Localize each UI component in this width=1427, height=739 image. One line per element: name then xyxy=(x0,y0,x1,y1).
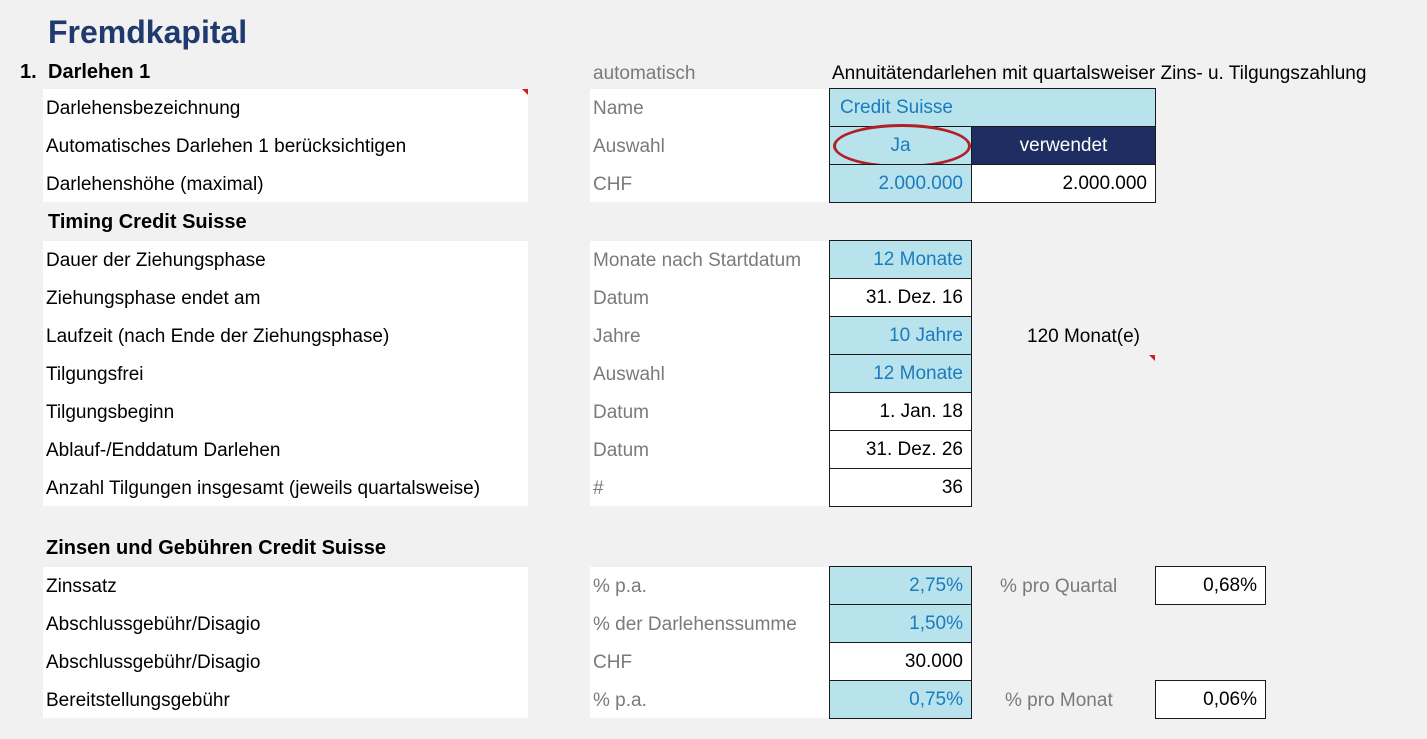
row-label: Bereitstellungsgebühr xyxy=(46,690,230,711)
row-unit: % der Darlehenssumme xyxy=(593,614,797,635)
label-band-fees xyxy=(43,567,528,718)
row-label: Abschlussgebühr/Disagio xyxy=(46,614,261,635)
closing-fee-amount: 30.000 xyxy=(829,642,972,681)
row-label: Darlehensbezeichnung xyxy=(46,98,241,119)
row-unit: CHF xyxy=(593,652,633,673)
quarterly-rate-label: % pro Quartal xyxy=(1000,576,1118,597)
page-title: Fremdkapital xyxy=(48,14,248,50)
row-unit: Datum xyxy=(593,440,649,461)
row-unit: CHF xyxy=(593,174,633,195)
row-label: Ziehungsphase endet am xyxy=(46,288,261,309)
loan-number: 1. xyxy=(20,61,37,83)
row-unit: Name xyxy=(593,98,644,119)
row-label: Tilgungsbeginn xyxy=(46,402,175,423)
term-months-value: 120 Monat(e) xyxy=(1027,326,1141,347)
label-band-timing xyxy=(43,241,528,506)
closing-fee-percent-input[interactable]: 1,50% xyxy=(829,604,972,643)
section-heading-fees: Zinsen und Gebühren Credit Suisse xyxy=(46,537,387,559)
interest-rate-input[interactable]: 2,75% xyxy=(829,566,972,605)
unit-band-loan xyxy=(590,89,830,202)
loan-amount-input[interactable]: 2.000.000 xyxy=(829,164,972,203)
repayment-count: 36 xyxy=(829,468,972,507)
comment-marker[interactable] xyxy=(1149,355,1155,361)
label-band-loan xyxy=(43,89,528,202)
row-label: Ablauf-/Enddatum Darlehen xyxy=(46,440,281,461)
monthly-rate-value: 0,06% xyxy=(1155,680,1266,719)
row-unit: Auswahl xyxy=(593,136,665,157)
drawdown-duration-input[interactable]: 12 Monate xyxy=(829,240,972,279)
row-label: Zinssatz xyxy=(46,576,117,597)
row-unit: % p.a. xyxy=(593,690,647,711)
quarterly-rate-value: 0,68% xyxy=(1155,566,1266,605)
row-label: Dauer der Ziehungsphase xyxy=(46,250,266,271)
row-label: Automatisches Darlehen 1 berücksichtigen xyxy=(46,136,407,157)
repayment-start-date: 1. Jan. 18 xyxy=(829,392,972,431)
unit-band-fees xyxy=(590,567,830,718)
row-unit: Auswahl xyxy=(593,364,665,385)
loan-end-date: 31. Dez. 26 xyxy=(829,430,972,469)
loan-name-input[interactable]: Credit Suisse xyxy=(829,88,1156,127)
monthly-rate-label: % pro Monat xyxy=(1005,690,1113,711)
loan-amount-result: 2.000.000 xyxy=(971,164,1156,203)
usage-status-cell: verwendet xyxy=(971,126,1156,165)
loan-description: Annuitätendarlehen mit quartalsweiser Zi… xyxy=(832,63,1367,84)
highlight-ellipse xyxy=(833,124,971,168)
row-label: Abschlussgebühr/Disagio xyxy=(46,652,261,673)
row-unit: # xyxy=(593,478,604,499)
row-unit: Monate nach Startdatum xyxy=(593,250,802,271)
unit-band-timing xyxy=(590,241,830,506)
row-label: Laufzeit (nach Ende der Ziehungsphase) xyxy=(46,326,390,347)
grace-period-select[interactable]: 12 Monate xyxy=(829,354,972,393)
commitment-fee-input[interactable]: 0,75% xyxy=(829,680,972,719)
row-label: Anzahl Tilgungen insgesamt (jeweils quar… xyxy=(46,478,481,499)
row-unit: Jahre xyxy=(593,326,641,347)
row-label: Darlehenshöhe (maximal) xyxy=(46,174,264,195)
term-years-input[interactable]: 10 Jahre xyxy=(829,316,972,355)
loan-mode: automatisch xyxy=(593,63,696,84)
row-unit: Datum xyxy=(593,402,649,423)
section-heading-timing: Timing Credit Suisse xyxy=(48,211,247,233)
row-unit: % p.a. xyxy=(593,576,647,597)
drawdown-end-date: 31. Dez. 16 xyxy=(829,278,972,317)
loan-heading: Darlehen 1 xyxy=(48,61,151,83)
row-label: Tilgungsfrei xyxy=(46,364,144,385)
comment-marker[interactable] xyxy=(522,89,528,95)
row-unit: Datum xyxy=(593,288,649,309)
